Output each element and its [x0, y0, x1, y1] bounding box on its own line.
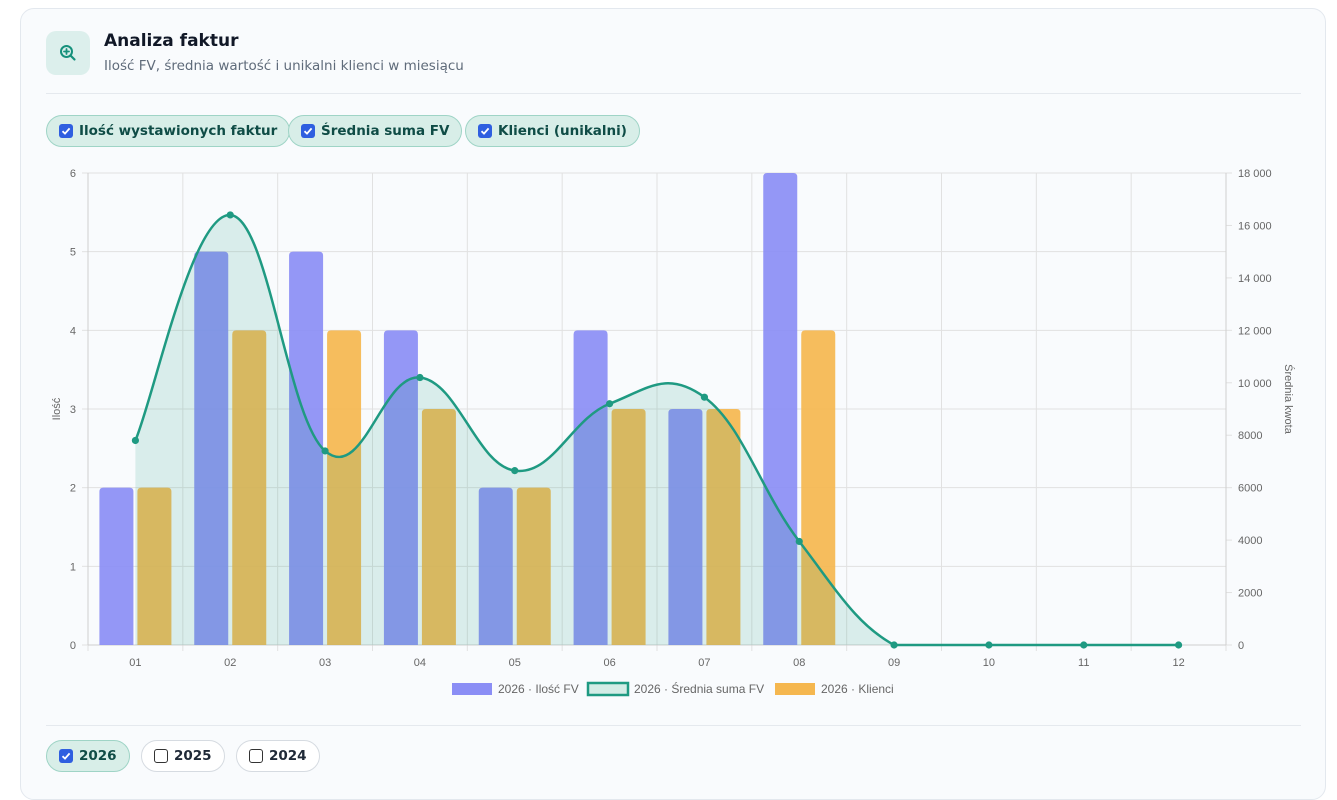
x-tick-label: 03	[319, 657, 331, 669]
avg-sum-point	[890, 641, 898, 649]
avg-sum-area	[135, 214, 1179, 646]
x-tick-label: 06	[603, 657, 615, 669]
x-tick-label: 07	[698, 657, 710, 669]
x-tick-label: 01	[129, 657, 141, 669]
toggle-invoice-count[interactable]: Ilość wystawionych faktur	[46, 115, 291, 147]
avg-sum-point	[416, 373, 424, 382]
bar-invoice-count	[668, 409, 703, 645]
bar-clients	[611, 409, 646, 645]
y-right-tick-label: 12 000	[1238, 325, 1272, 337]
header-divider	[46, 93, 1301, 94]
avg-sum-point	[1174, 641, 1183, 649]
bar-clients	[706, 409, 741, 645]
avg-sum-point	[1080, 641, 1088, 649]
legend-swatch-clients	[775, 683, 815, 695]
avg-sum-line	[134, 213, 1179, 647]
chart-divider	[46, 725, 1301, 726]
y-right-tick-label: 6000	[1238, 483, 1262, 495]
y-left-tick-label: 4	[70, 325, 76, 337]
checkbox-checked-icon	[59, 749, 73, 763]
y-left-tick-label: 3	[70, 404, 76, 416]
avg-sum-point	[131, 436, 140, 445]
avg-sum-point	[226, 211, 234, 219]
avg-sum-point	[700, 393, 709, 401]
bar-clients	[421, 409, 456, 645]
legend-swatch-invoices	[452, 683, 492, 695]
zoom-in-icon	[46, 31, 90, 75]
card-subtitle: Ilość FV, średnia wartość i unikalni kli…	[104, 58, 464, 74]
bar-invoice-count	[383, 330, 418, 645]
year-toggle-2024[interactable]: 2024	[236, 740, 320, 772]
checkbox-unchecked-icon	[154, 749, 168, 763]
card-title: Analiza faktur	[104, 31, 239, 51]
avg-sum-point	[605, 400, 614, 408]
bar-invoice-count	[99, 487, 134, 645]
x-tick-label: 05	[509, 657, 521, 669]
legend-label-clients: 2026 · Klienci	[821, 682, 894, 696]
toggle-label: Średnia suma FV	[321, 123, 450, 139]
y-right-tick-label: 0	[1238, 640, 1244, 652]
checkbox-checked-icon	[301, 124, 315, 138]
checkbox-unchecked-icon	[249, 749, 263, 763]
legend-label-avg-sum: 2026 · Średnia suma FV	[634, 681, 764, 696]
y-right-tick-label: 18 000	[1238, 168, 1272, 180]
year-toggle-2025[interactable]: 2025	[141, 740, 225, 772]
x-tick-label: 10	[983, 657, 995, 669]
bar-clients	[516, 487, 551, 645]
avg-sum-point	[321, 447, 329, 455]
x-tick-label: 04	[414, 657, 426, 669]
toggle-average-sum[interactable]: Średnia suma FV	[288, 115, 463, 147]
year-label: 2026	[79, 748, 117, 764]
avg-sum-point	[511, 467, 519, 475]
x-tick-label: 12	[1172, 657, 1184, 669]
x-tick-label: 02	[224, 657, 236, 669]
toggle-label: Ilość wystawionych faktur	[79, 123, 278, 139]
bar-invoice-count	[478, 487, 513, 645]
y-right-tick-label: 14 000	[1238, 273, 1272, 285]
bar-clients	[137, 487, 172, 645]
toggle-unique-clients[interactable]: Klienci (unikalni)	[465, 115, 640, 147]
y-left-tick-label: 5	[70, 247, 76, 259]
avg-sum-point	[795, 537, 803, 546]
bar-clients	[232, 330, 267, 645]
y-right-axis-title: Średnia kwota	[1282, 364, 1295, 435]
avg-sum-point	[985, 641, 993, 649]
checkbox-checked-icon	[478, 124, 492, 138]
y-left-tick-label: 1	[70, 561, 76, 573]
year-label: 2024	[269, 748, 307, 764]
x-tick-label: 08	[793, 657, 805, 669]
bar-clients	[327, 330, 362, 645]
x-tick-label: 11	[1078, 657, 1089, 669]
toggle-label: Klienci (unikalni)	[498, 123, 627, 139]
y-right-tick-label: 2000	[1238, 588, 1262, 600]
year-toggle-2026[interactable]: 2026	[46, 740, 130, 772]
y-left-tick-label: 2	[70, 483, 76, 495]
bar-clients	[801, 330, 836, 645]
y-left-tick-label: 0	[70, 640, 76, 652]
bar-invoice-count	[194, 251, 229, 645]
legend-swatch-avg-sum	[586, 681, 630, 697]
y-right-tick-label: 4000	[1238, 535, 1262, 547]
legend-label-invoices: 2026 · Ilość FV	[498, 682, 579, 696]
x-tick-label: 09	[888, 657, 900, 669]
y-left-axis-title: Ilość	[51, 397, 63, 420]
y-left-tick-label: 6	[70, 168, 76, 180]
y-right-tick-label: 8000	[1238, 430, 1262, 442]
checkbox-checked-icon	[59, 124, 73, 138]
bar-invoice-count	[289, 251, 324, 645]
year-label: 2025	[174, 748, 212, 764]
y-right-tick-label: 16 000	[1238, 220, 1272, 232]
y-right-tick-label: 10 000	[1238, 378, 1272, 390]
